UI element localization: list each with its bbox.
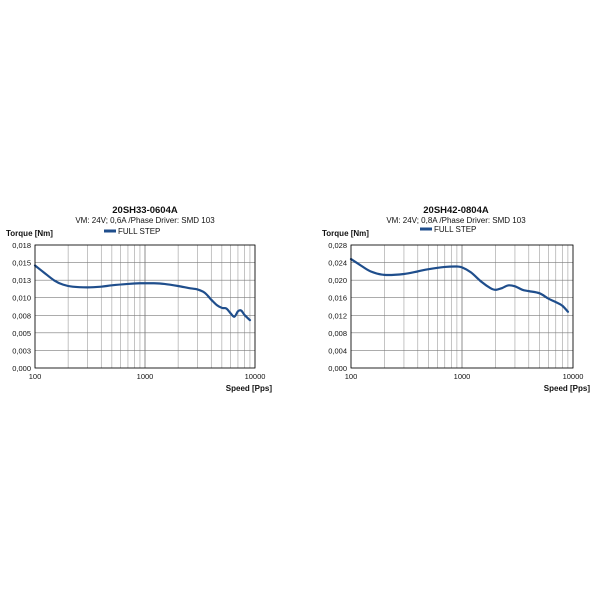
series <box>349 257 570 313</box>
x-axis-label: Speed [Pps] <box>226 384 273 393</box>
legend: FULL STEP <box>104 227 160 236</box>
plot-frame <box>350 244 574 369</box>
y-tick-label: 0,020 <box>328 276 347 285</box>
y-tick-label: 0,012 <box>328 311 347 320</box>
series <box>33 264 252 322</box>
y-tick-label: 0,008 <box>328 329 347 338</box>
x-tick-label: 1000 <box>454 372 471 381</box>
chart-subtitle: VM: 24V; 0,8A /Phase Driver: SMD 103 <box>386 216 526 225</box>
y-tick-label: 0,016 <box>328 294 347 303</box>
series-line-full-step <box>33 264 252 322</box>
y-tick-label: 0,008 <box>12 311 31 320</box>
x-tick-label: 100 <box>345 372 358 381</box>
gridlines <box>34 244 256 369</box>
y-tick-label: 0,024 <box>328 259 347 268</box>
y-axis-label: Torque [Nm] <box>6 229 53 238</box>
y-tick-label: 0,018 <box>12 241 31 250</box>
x-tick-label: 10000 <box>563 372 584 381</box>
y-tick-label: 0,003 <box>12 346 31 355</box>
gridlines <box>350 244 574 369</box>
legend: FULL STEP <box>420 225 476 234</box>
x-tick-label: 10000 <box>245 372 266 381</box>
y-axis-label: Torque [Nm] <box>322 229 369 238</box>
y-tick-label: 0,010 <box>12 294 31 303</box>
chart-left: 20SH33-0604A VM: 24V; 0,6A /Phase Driver… <box>6 205 272 393</box>
y-tick-labels: 0,018 0,015 0,013 0,010 0,008 0,005 0,003 0,000 <box>12 241 31 373</box>
y-tick-label: 0,005 <box>12 329 31 338</box>
legend-label: FULL STEP <box>434 225 476 234</box>
y-tick-label: 0,028 <box>328 241 347 250</box>
series-line-full-step <box>349 257 570 313</box>
y-tick-label: 0,015 <box>12 259 31 268</box>
y-tick-label: 0,000 <box>328 364 347 373</box>
chart-title: 20SH33-0604A <box>112 205 178 216</box>
chart-subtitle: VM: 24V; 0,6A /Phase Driver: SMD 103 <box>75 216 215 225</box>
x-tick-labels: 100 1000 10000 <box>29 372 266 381</box>
legend-label: FULL STEP <box>118 227 160 236</box>
y-tick-label: 0,013 <box>12 276 31 285</box>
y-tick-labels: 0,028 0,024 0,020 0,016 0,012 0,008 0,004 0,000 <box>328 241 347 373</box>
x-axis-label: Speed [Pps] <box>544 384 591 393</box>
y-tick-label: 0,004 <box>328 346 347 355</box>
chart-title: 20SH42-0804A <box>423 205 489 216</box>
x-tick-label: 1000 <box>137 372 154 381</box>
chart-right: 20SH42-0804A VM: 24V; 0,8A /Phase Driver… <box>322 205 590 393</box>
plot-frame <box>34 244 256 369</box>
y-tick-label: 0,000 <box>12 364 31 373</box>
x-tick-labels: 100 1000 10000 <box>345 372 584 381</box>
x-tick-label: 100 <box>29 372 42 381</box>
